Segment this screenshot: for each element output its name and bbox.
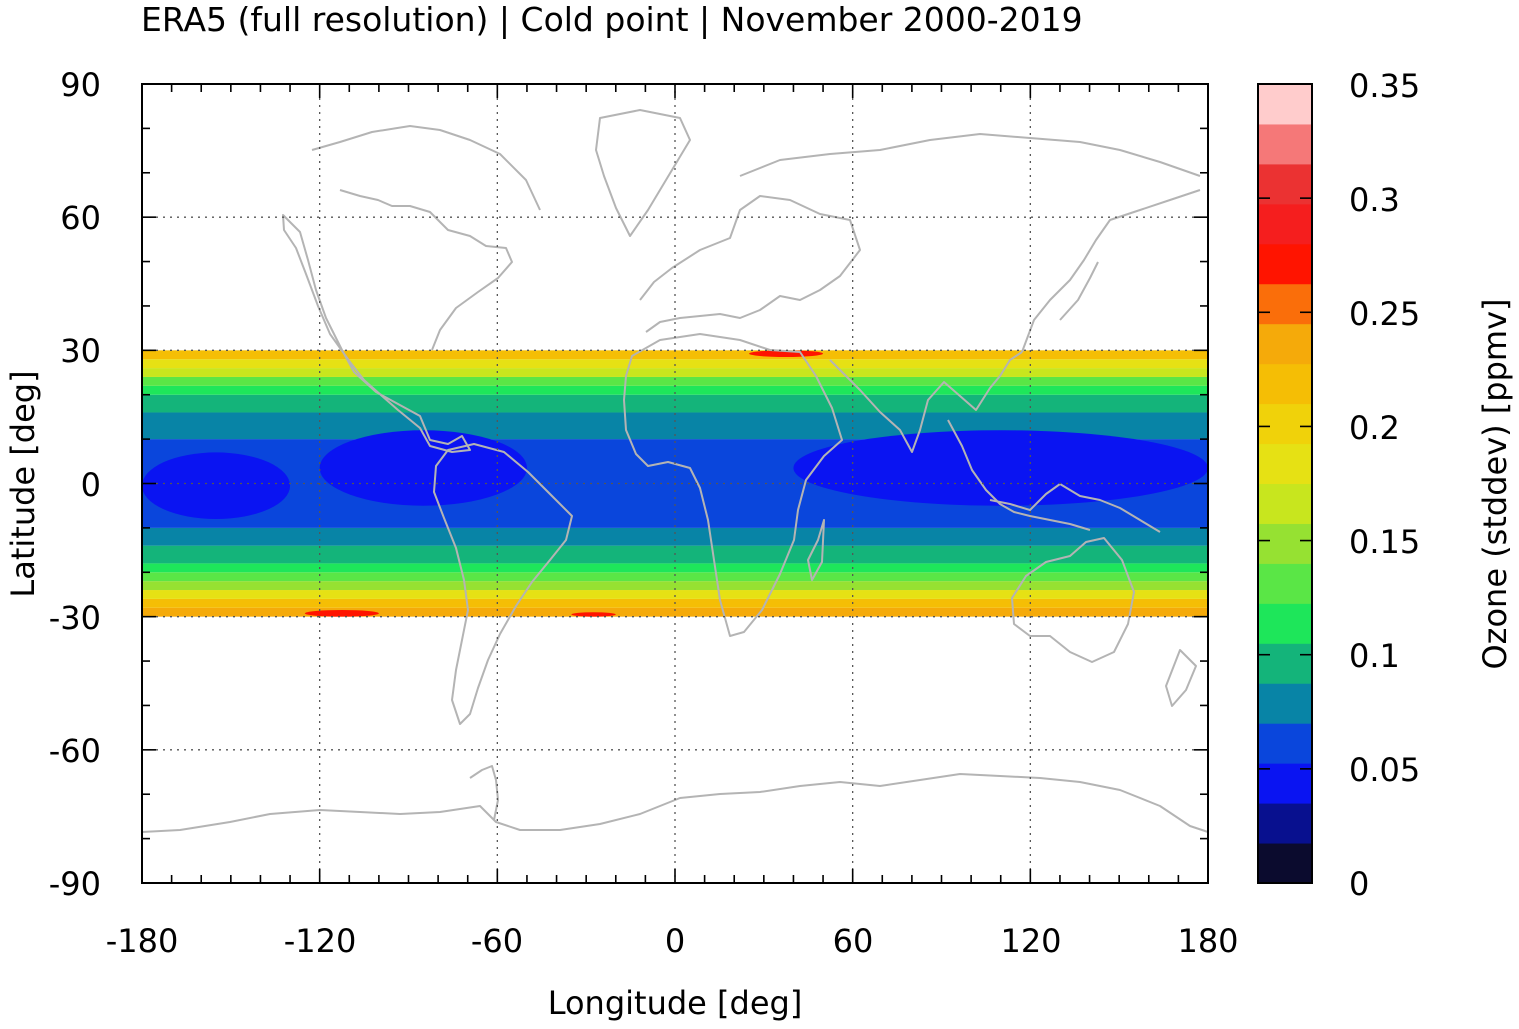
coastline-asia-north [739, 133, 1201, 177]
colorbar-swatch [1258, 323, 1312, 365]
axes [141, 83, 1209, 884]
field-band [142, 527, 1208, 546]
x-tick-label: 60 [833, 922, 874, 960]
colorbar-swatches [1257, 83, 1313, 884]
colorbar-tick-label: 0.15 [1349, 523, 1420, 561]
colorbar-swatch [1258, 443, 1312, 484]
colorbar-tick-label: 0.25 [1349, 295, 1420, 333]
field-band [142, 590, 1208, 599]
field-patch [304, 610, 379, 617]
y-axis-label: Latitude [deg] [4, 370, 42, 597]
y-tick-label: 30 [60, 332, 101, 370]
coastline-southeast-asia [947, 419, 1091, 531]
x-tick-label: 180 [1177, 922, 1238, 960]
colorbar-swatch [1258, 243, 1312, 285]
colorbar-tick-label: 0.05 [1349, 751, 1420, 789]
x-tick-label: -60 [471, 922, 523, 960]
coastline-north-america [282, 214, 471, 453]
colorbar-tick-label: 0.3 [1349, 181, 1400, 219]
y-tick-label: 90 [60, 66, 101, 104]
x-tick-label: 0 [665, 922, 685, 960]
colorbar-swatch [1258, 283, 1312, 325]
coastline-indonesia [989, 483, 1161, 533]
coastline-south-america [433, 443, 573, 725]
field-band [142, 359, 1208, 369]
x-tick-label: -180 [106, 922, 179, 960]
colorbar-tick-label: 0.1 [1349, 637, 1400, 675]
field-band [142, 385, 1208, 395]
colorbar-swatch [1258, 843, 1312, 884]
y-tick-label: -30 [49, 599, 101, 637]
colorbar-swatch [1258, 123, 1312, 165]
x-axis-label: Longitude [deg] [548, 984, 803, 1022]
field-patch [793, 430, 1208, 506]
plot-area [141, 83, 1209, 884]
grid-lines [142, 84, 1208, 883]
colorbar-tick-label: 0.2 [1349, 409, 1400, 447]
y-tick-label: -60 [49, 732, 101, 770]
field-band [142, 350, 1208, 360]
colorbar-swatch [1258, 563, 1312, 604]
coastlines [141, 109, 1209, 833]
x-tick-label: 120 [1000, 922, 1061, 960]
colorbar: 0 0.05 0.1 0.15 0.2 0.25 0.3 0.35 Ozone … [1257, 67, 1514, 903]
field-patch [749, 350, 824, 357]
colorbar-swatch [1258, 483, 1312, 524]
colorbar-swatch [1258, 763, 1312, 804]
coastline-new-zealand [1165, 649, 1197, 707]
coastline-north-america-east [339, 189, 513, 351]
coastline-madagascar [807, 519, 825, 581]
y-tick-label: 0 [81, 466, 101, 504]
colorbar-swatch [1258, 403, 1312, 445]
y-tick-labels: 90 60 30 0 -30 -60 -90 [49, 66, 101, 903]
colorbar-frame [1257, 83, 1313, 884]
coastline-antarctic-peninsula [469, 765, 499, 821]
field-patch [319, 430, 527, 506]
y-tick-label: -90 [49, 865, 101, 903]
field-band [142, 394, 1208, 413]
colorbar-swatch [1258, 643, 1312, 684]
field-patch [142, 452, 291, 520]
colorbar-swatch [1258, 803, 1312, 844]
field-band [142, 581, 1208, 591]
field-band [142, 607, 1208, 617]
coastline-australia [1011, 537, 1135, 663]
x-tick-labels: -180 -120 -60 0 60 120 180 [106, 922, 1239, 960]
field-band [142, 376, 1208, 386]
colorbar-swatch [1258, 683, 1312, 724]
coastline-arabia-india [829, 351, 1023, 453]
field-band [142, 572, 1208, 582]
coastline-east-asia [1021, 189, 1201, 353]
coastline-japan [1059, 261, 1099, 321]
colorbar-swatch [1258, 523, 1312, 564]
field-patch [571, 612, 616, 617]
colorbar-swatch [1258, 203, 1312, 245]
coastline-greenland [595, 109, 691, 237]
coastline-africa [623, 333, 843, 637]
colorbar-tick-label: 0 [1349, 865, 1369, 903]
coastline-arctic-canada [311, 125, 541, 211]
colorbar-swatch [1258, 723, 1312, 764]
colorbar-swatch [1258, 603, 1312, 644]
colorbar-tick-labels: 0 0.05 0.1 0.15 0.2 0.25 0.3 0.35 [1349, 67, 1420, 903]
coastline-antarctica [141, 773, 1209, 833]
colorbar-swatch [1258, 363, 1312, 405]
y-tick-label: 60 [60, 199, 101, 237]
chart-title: ERA5 (full resolution) | Cold point | No… [141, 0, 1083, 39]
colorbar-swatch [1258, 84, 1312, 125]
coastline-europe [639, 195, 861, 333]
colorbar-label: Ozone (stddev) [ppmv] [1476, 298, 1514, 669]
x-tick-label: -120 [284, 922, 357, 960]
colorbar-tick-label: 0.35 [1349, 67, 1420, 105]
